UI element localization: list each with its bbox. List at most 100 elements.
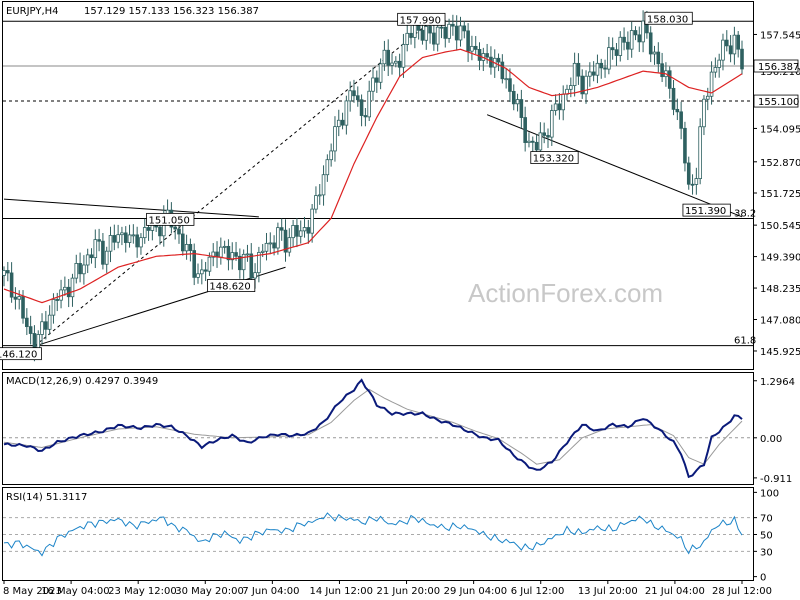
candle-body [732, 34, 737, 55]
candle-body [580, 75, 585, 95]
candle-body [142, 227, 147, 239]
candle-body [591, 71, 596, 76]
candle-body [85, 254, 90, 266]
candle-body [690, 183, 695, 186]
candle-body [63, 286, 67, 291]
price-annotation: 153.320 [530, 151, 579, 165]
macd-line [3, 378, 743, 479]
candle-body [458, 25, 463, 41]
price-annotation: 158.030 [644, 11, 693, 25]
candle-body [112, 235, 117, 243]
candle-body [207, 256, 212, 272]
candle-body [435, 26, 440, 45]
macd-tick-label: 1.2964 [760, 377, 795, 388]
candle-body [66, 286, 71, 298]
symbol-timeframe-label: EURJPY,H4 [6, 6, 59, 17]
candle-body [572, 62, 577, 86]
rsi-line [3, 512, 743, 557]
candle-body [454, 25, 459, 41]
candle-body [13, 296, 18, 300]
candle-body [656, 51, 661, 65]
candle-body [683, 127, 687, 164]
candle-body [500, 61, 505, 80]
candle-body [428, 26, 432, 34]
candle-body [47, 314, 52, 330]
macd-tick-label: 0.00 [760, 434, 782, 445]
candle-body [28, 326, 33, 334]
price-tick-label: 152.870 [760, 158, 800, 169]
candle-body [397, 60, 402, 68]
candle-body [222, 245, 227, 248]
time-tick-label: 8 May 2023 [3, 586, 62, 597]
candle-body [44, 321, 48, 330]
candle-body [595, 62, 600, 76]
candle-body [599, 62, 604, 69]
candle-body [70, 277, 75, 298]
candle-body [557, 103, 562, 111]
price-level-box [753, 59, 799, 73]
annotation-label: 158.030 [647, 14, 688, 25]
candle-body [104, 250, 109, 265]
candle-body [671, 87, 676, 110]
candle-body [420, 29, 425, 41]
watermark: ActionForex.com [468, 278, 663, 308]
price-tick-label: 147.080 [760, 316, 800, 327]
candle-body [283, 229, 288, 253]
candle-body [614, 49, 619, 56]
candle-body [74, 263, 79, 279]
price-annotation: 151.390 [682, 203, 731, 217]
candle-body [679, 111, 683, 129]
candle-body [561, 93, 566, 111]
trendline-channel [34, 21, 431, 347]
annotation-label: 146.120 [0, 350, 37, 361]
candle-body [249, 253, 254, 279]
candle-body [359, 99, 364, 116]
candle-body [538, 132, 543, 151]
candle-body [21, 296, 25, 319]
candle-body [329, 150, 333, 161]
candle-body [378, 63, 383, 83]
candle-body [686, 162, 691, 185]
candle-body [200, 269, 204, 275]
candle-body [317, 194, 322, 197]
candle-body [515, 99, 520, 105]
candle-body [310, 208, 314, 234]
candle-body [386, 49, 391, 66]
candle-body [439, 26, 444, 29]
candle-body [333, 126, 337, 152]
price-level-label: 155.100 [758, 97, 799, 108]
price-panel-frame [2, 1, 754, 370]
candle-body [97, 239, 101, 242]
candle-body [2, 270, 6, 276]
annotation-box [0, 347, 42, 361]
candle-body [626, 41, 630, 50]
rsi-layer [3, 512, 753, 557]
annotation-label: 151.390 [685, 206, 726, 217]
candle-body [226, 245, 231, 261]
candle-body [78, 263, 82, 275]
candle-body [721, 39, 725, 61]
candle-body [173, 226, 177, 230]
candle-body [660, 63, 664, 78]
candle-body [523, 117, 527, 143]
price-tick-label: 151.725 [760, 189, 800, 200]
annotation-label: 148.620 [209, 282, 250, 293]
candle-body [652, 51, 657, 55]
price-tick-label: 157.545 [760, 30, 800, 41]
candle-body [629, 30, 634, 50]
candle-body [51, 299, 56, 316]
price-annotation: 151.050 [146, 212, 195, 226]
candle-body [108, 235, 113, 252]
rsi-tick-label: 50 [760, 531, 773, 542]
candle-body [298, 230, 303, 237]
candle-body [546, 135, 550, 138]
candle-body [219, 246, 223, 258]
candle-body [196, 273, 200, 278]
candle-body [409, 32, 413, 38]
candle-body [432, 32, 436, 45]
candle-body [321, 174, 326, 196]
candle-body [211, 251, 216, 258]
candle-body [424, 26, 429, 41]
candle-body [382, 49, 387, 65]
time-tick-label: 28 Jul 12:00 [712, 586, 772, 597]
